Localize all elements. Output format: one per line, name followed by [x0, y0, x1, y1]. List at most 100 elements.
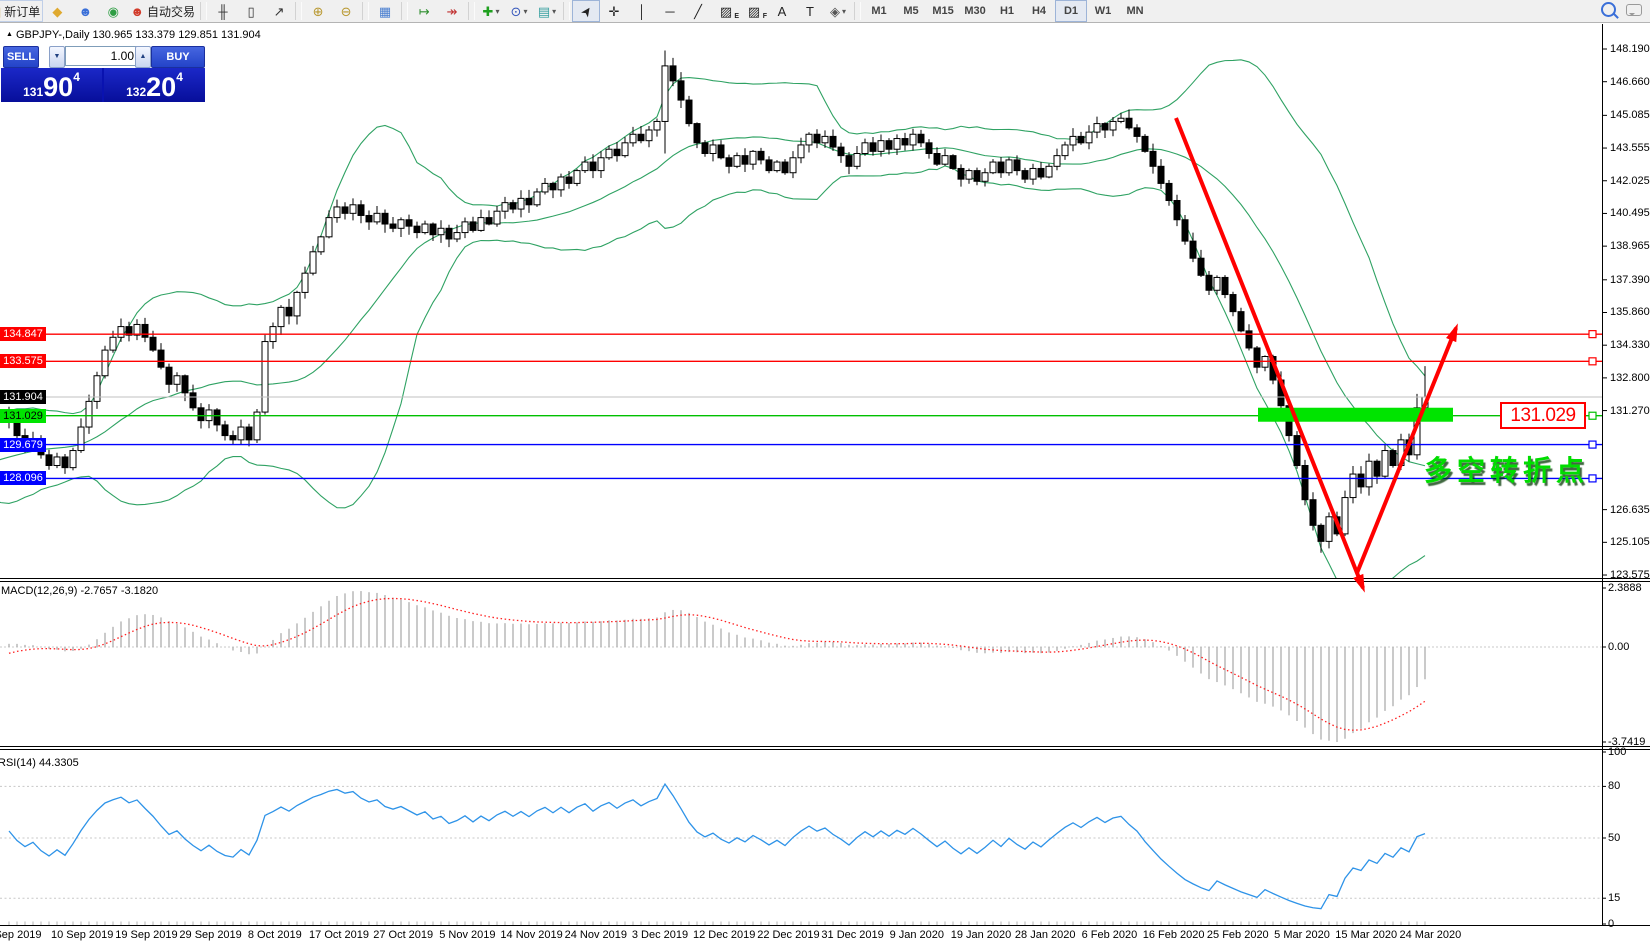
support-level-callout[interactable]: 131.029: [1500, 402, 1586, 429]
text-label-button[interactable]: T: [796, 0, 824, 22]
price-level-badge: 128.096: [0, 471, 46, 486]
timeframe-d1[interactable]: D1: [1055, 0, 1088, 22]
search-icon[interactable]: [1601, 2, 1616, 17]
tile-windows-button[interactable]: ▦: [371, 0, 399, 22]
date-label: 24 Nov 2019: [564, 929, 627, 941]
rsi-axis-label: 50: [1608, 832, 1621, 844]
buy-price[interactable]: 132 20 4: [104, 68, 205, 102]
indicators-button[interactable]: ✚ ▾: [477, 0, 505, 22]
volume-input[interactable]: 1.00: [65, 46, 139, 66]
timeframe-d1-label: D1: [1063, 5, 1079, 17]
macd-label: MACD(12,26,9) -2.7657 -3.1820: [1, 585, 159, 597]
data-window-button[interactable]: ☻: [71, 0, 99, 22]
chevron-down-icon: ▾: [842, 6, 847, 16]
candlestick-chart-icon: ▯: [247, 3, 255, 19]
market-watch-icon: ◆: [52, 3, 63, 19]
date-label: 15 Mar 2020: [1335, 929, 1398, 941]
timeframe-m30[interactable]: M30: [959, 0, 991, 22]
date-label: 8 Oct 2019: [247, 929, 302, 941]
chart-shift-button[interactable]: ↠: [438, 0, 466, 22]
macd-axis-label: 0.00: [1608, 641, 1630, 653]
data-window-icon: ☻: [78, 3, 93, 19]
autotrading-button[interactable]: ☻ 自动交易: [127, 0, 198, 22]
chart-title-text: GBPJPY-,Daily 130.965 133.379 129.851 13…: [15, 29, 261, 41]
signals-button[interactable]: ◉: [99, 0, 127, 22]
tile-windows-icon: ▦: [378, 3, 392, 19]
date-label: 19 Sep 2019: [115, 929, 178, 941]
one-click-trading-panel: SELL ▼ 1.00 ▲ BUY 131 90 4 132 20 4: [1, 46, 205, 102]
arrows-button[interactable]: ◈ ▾: [824, 0, 852, 22]
toolbar-separator: [295, 2, 303, 20]
auto-scroll-button[interactable]: ↦: [410, 0, 438, 22]
bar-chart-button[interactable]: ╫: [209, 0, 237, 22]
timeframe-w1[interactable]: W1: [1087, 0, 1119, 22]
price-tick-label: 134.330: [1610, 339, 1650, 352]
date-label: Sep 2019: [0, 929, 42, 941]
volume-decrease-button[interactable]: ▼: [49, 46, 65, 68]
new-order-button[interactable]: ▤新订单: [0, 0, 44, 22]
sell-button[interactable]: SELL: [3, 46, 39, 68]
volume-increase-button[interactable]: ▲: [135, 46, 151, 68]
buy-price-big: 20: [146, 72, 177, 102]
date-label: 24 Mar 2020: [1399, 929, 1462, 941]
price-tick-label: 135.860: [1610, 306, 1650, 319]
timeframe-m5[interactable]: M5: [895, 0, 927, 22]
date-label: 31 Dec 2019: [821, 929, 884, 941]
equidistant-channel-button[interactable]: ▨ E: [719, 3, 740, 21]
market-watch-button[interactable]: ◆: [43, 0, 71, 22]
timeframe-mn[interactable]: MN: [1119, 0, 1151, 22]
sell-price[interactable]: 131 90 4: [1, 68, 102, 102]
macd-axis-label: -3.7419: [1608, 736, 1646, 748]
timeframe-mn-label: MN: [1126, 5, 1144, 17]
date-label: 10 Sep 2019: [50, 929, 114, 941]
timeframe-w1-label: W1: [1094, 5, 1112, 17]
line-chart-button[interactable]: ↗: [265, 0, 293, 22]
chart-title: ▲ GBPJPY-,Daily 130.965 133.379 129.851 1…: [6, 29, 261, 41]
timeframe-m15[interactable]: M15: [927, 0, 959, 22]
horizontal-line-button[interactable]: ─: [656, 0, 684, 22]
toolbar-separator: [854, 2, 862, 20]
date-label: 25 Feb 2020: [1206, 929, 1269, 941]
price-tick-label: 138.965: [1610, 240, 1650, 253]
crosshair-button[interactable]: ✛: [600, 0, 628, 22]
trendline-button[interactable]: ╱: [684, 0, 712, 22]
vertical-line-button[interactable]: │: [628, 0, 656, 22]
timeframe-h1[interactable]: H1: [991, 0, 1023, 22]
date-label: 29 Sep 2019: [179, 929, 242, 941]
timeframe-h4[interactable]: H4: [1023, 0, 1055, 22]
buy-button[interactable]: BUY: [151, 46, 205, 68]
price-level-badge: 134.847: [0, 327, 46, 342]
price-tick-label: 132.800: [1610, 371, 1650, 384]
price-level-badge: 131.029: [0, 408, 46, 423]
line-chart-icon: ↗: [273, 3, 285, 19]
buy-price-sup: 4: [176, 70, 183, 84]
price-tick-label: 143.555: [1610, 142, 1650, 155]
templates-button[interactable]: ▤ ▾: [533, 0, 561, 22]
price-tick-label: 140.495: [1610, 207, 1650, 220]
timeframe-m1[interactable]: M1: [863, 0, 895, 22]
date-label: 6 Feb 2020: [1081, 929, 1138, 941]
fibonacci-button[interactable]: ▨ F: [747, 3, 768, 21]
price-tick-label: 123.575: [1610, 569, 1650, 582]
timeframe-m1-label: M1: [871, 5, 887, 17]
date-label: 16 Feb 2020: [1142, 929, 1205, 941]
periods-button[interactable]: ⊙ ▾: [505, 0, 533, 22]
signals-icon: ◉: [107, 3, 119, 19]
zoom-in-icon: ⊕: [312, 3, 324, 19]
buy-price-small: 132: [126, 85, 147, 99]
cursor-button[interactable]: ➤: [572, 0, 601, 22]
new-order-icon: ▤: [0, 5, 1, 18]
date-label: 5 Nov 2019: [439, 929, 496, 941]
text-button[interactable]: A: [768, 0, 796, 22]
rsi-label: RSI(14) 44.3305: [0, 757, 79, 769]
toolbar: ▤新订单◆☻◉☻自动交易╫▯↗⊕⊖▦↦↠✚▾⊙▾▤▾➤✛│─╱▨E▨FAT◈▾M…: [0, 0, 1650, 22]
price-level-badge: 131.904: [0, 390, 46, 405]
zoom-in-button[interactable]: ⊕: [304, 0, 332, 22]
rsi-axis-label: 80: [1608, 780, 1621, 793]
chat-icon[interactable]: [1626, 3, 1642, 16]
candlestick-chart-button[interactable]: ▯: [237, 0, 265, 22]
zoom-out-button[interactable]: ⊖: [332, 0, 360, 22]
sell-price-big: 90: [43, 72, 74, 102]
zoom-out-icon: ⊖: [340, 3, 352, 19]
